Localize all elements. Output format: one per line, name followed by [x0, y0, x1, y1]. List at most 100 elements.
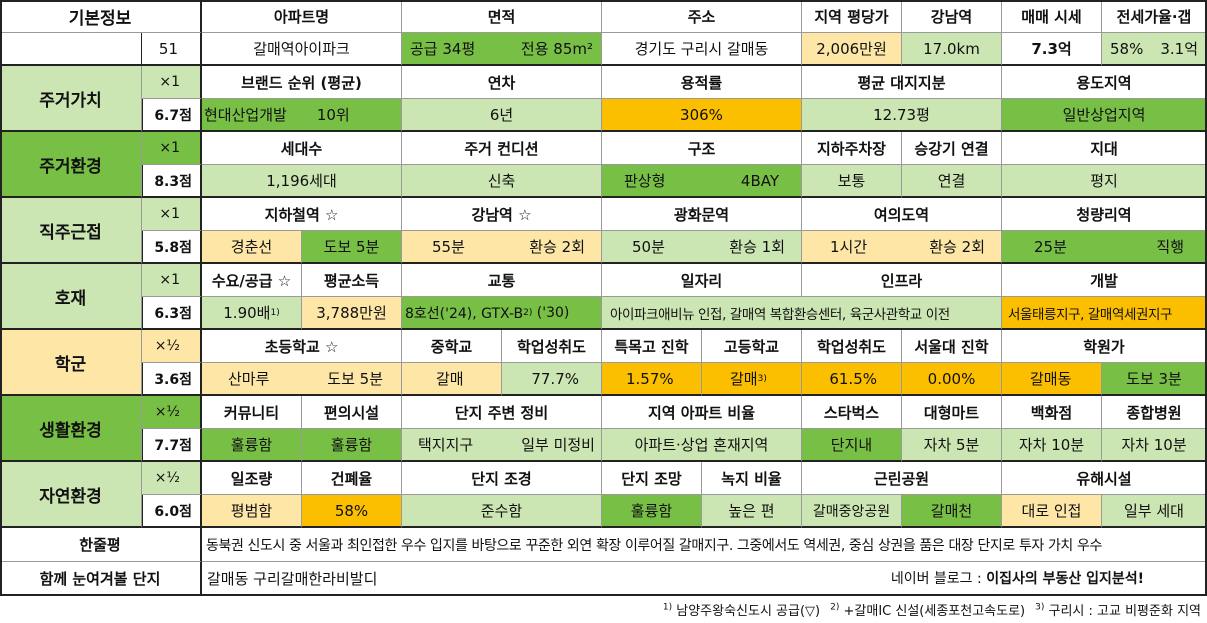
header-academy: 학원가 — [1002, 330, 1207, 363]
cheongnyangni-commute-value: 25분 직행 — [1002, 231, 1207, 264]
natural-env-weight: ×½ — [142, 462, 202, 495]
blog-prefix: 네이버 블로그 : — [890, 571, 987, 587]
header-coverage: 건폐율 — [302, 462, 402, 495]
footnote-1-text: 남양주왕숙신도시 공급(▽) — [676, 604, 821, 619]
age-value: 6년 — [402, 99, 602, 132]
school-weight: ×½ — [142, 330, 202, 363]
header-view: 단지 조망 — [602, 462, 702, 495]
cheongnyangni-time: 25분 — [1034, 238, 1067, 256]
hazard-1-value: 대로 인접 — [1002, 495, 1102, 528]
commute-score: 5.8점 — [142, 231, 202, 264]
header-community: 커뮤니티 — [202, 396, 302, 429]
footnote-mark-3: 3) — [757, 373, 767, 384]
commute-weight: ×1 — [142, 198, 202, 231]
area-exclusive: 전용 85m² — [520, 40, 593, 58]
brand-value: 현대산업개발 10위 — [202, 99, 402, 132]
dept-store-value: 자차 10분 — [1002, 429, 1102, 462]
traffic-tail: ('30) — [532, 304, 570, 321]
high-value: 갈매 3) — [702, 363, 802, 396]
related-label: 함께 눈여겨볼 단지 — [0, 562, 202, 596]
school-score: 3.6점 — [142, 363, 202, 396]
address-value: 경기도 구리시 갈매동 — [602, 33, 802, 66]
supply-ratio: 1.90배 — [223, 304, 271, 322]
header-green-ratio: 녹지 비율 — [702, 462, 802, 495]
high-achievement-value: 61.5% — [802, 363, 902, 396]
header-income: 평균소득 — [302, 264, 402, 297]
section-label-commute: 직주근접 — [0, 198, 142, 264]
header-far: 용적률 — [602, 66, 802, 99]
middle-value: 갈매 — [402, 363, 502, 396]
surround-1: 택지지구 — [418, 436, 474, 454]
middle-achievement-value: 77.7% — [502, 363, 602, 396]
header-infra: 인프라 — [802, 264, 1002, 297]
academy-walk-value: 도보 3분 — [1102, 363, 1207, 396]
header-zoning: 용도지역 — [1002, 66, 1207, 99]
special-high-value: 1.57% — [602, 363, 702, 396]
sale-price-value: 7.3억 — [1002, 33, 1102, 66]
header-hazard: 유해시설 — [1002, 462, 1207, 495]
header-condition: 주거 컨디션 — [402, 132, 602, 165]
cheongnyangni-transfer: 직행 — [1156, 238, 1184, 256]
dev-value: 서울태릉지구, 갈매역세권지구 — [1002, 297, 1207, 330]
elementary-walk: 도보 5분 — [327, 370, 383, 388]
header-middle-achievement: 학업성취도 — [502, 330, 602, 363]
zoning-value: 일반상업지역 — [1002, 99, 1207, 132]
condition-value: 신축 — [402, 165, 602, 198]
price-per-pyeong-value: 2,006만원 — [802, 33, 902, 66]
gwanghwamun-time: 50분 — [632, 238, 665, 256]
subway-walk-value: 도보 5분 — [302, 231, 402, 264]
header-brand: 브랜드 순위 (평균) — [202, 66, 402, 99]
green-ratio-value: 높은 편 — [702, 495, 802, 528]
header-hospital: 종합병원 — [1102, 396, 1207, 429]
elementary-name: 산마루 — [228, 370, 270, 388]
income-value: 3,788만원 — [302, 297, 402, 330]
surround-value: 택지지구 일부 미정비 — [402, 429, 602, 462]
header-parking: 지하주차장 — [802, 132, 902, 165]
header-gwanghwamun: 광화문역 — [602, 198, 802, 231]
far-value: 306% — [602, 99, 802, 132]
header-elementary: 초등학교 ☆ — [202, 330, 402, 363]
header-park: 근린공원 — [802, 462, 1002, 495]
header-supply: 수요/공급 ☆ — [202, 264, 302, 297]
brand-rank: 10위 — [316, 106, 350, 124]
header-terrain: 지대 — [1002, 132, 1207, 165]
gwanghwamun-transfer: 환승 1회 — [729, 238, 785, 256]
hazard-2-value: 일부 세대 — [1102, 495, 1207, 528]
header-jeonse: 전세가율·갭 — [1102, 0, 1207, 33]
footnote-2-text: +갈매IC 신설(세종포천고속도로) — [843, 604, 1026, 619]
summary-text: 동북권 신도시 중 서울과 최인접한 우수 입지를 바탕으로 꾸준한 외연 확장… — [202, 528, 1207, 562]
high-name: 갈매 — [730, 370, 758, 388]
apt-ratio-value: 아파트·상업 혼재지역 — [602, 429, 802, 462]
footnote-2: 2) +갈매IC 신설(세종포천고속도로) — [830, 600, 1025, 619]
header-surround: 단지 주변 정비 — [402, 396, 602, 429]
header-high-achievement: 학업성취도 — [802, 330, 902, 363]
surround-2: 일부 미정비 — [521, 436, 595, 454]
structure-bay: 4BAY — [740, 171, 779, 190]
footnote-3-mark: 3) — [1035, 602, 1045, 613]
header-gangnam: 강남역 — [902, 0, 1002, 33]
supply-value: 1.90배 1) — [202, 297, 302, 330]
apt-name-value: 갈매역아이파크 — [202, 33, 402, 66]
brand-name: 현대산업개발 — [204, 106, 287, 124]
living-env-weight: ×½ — [142, 396, 202, 429]
structure-value: 판상형 4BAY — [602, 165, 802, 198]
header-landscape: 단지 조경 — [402, 462, 602, 495]
landscape-value: 준수함 — [402, 495, 602, 528]
footnote-1-mark: 1) — [662, 602, 673, 613]
mart-value: 자차 5분 — [902, 429, 1002, 462]
snu-value: 0.00% — [902, 363, 1002, 396]
gangnam-commute-value: 55분 환승 2회 — [402, 231, 602, 264]
gangnam-distance-value: 17.0km — [902, 33, 1002, 66]
yeouido-commute-value: 1시간 환승 2회 — [802, 231, 1002, 264]
header-price-per-pyeong: 지역 평당가 — [802, 0, 902, 33]
park-1-value: 갈매중앙공원 — [802, 495, 902, 528]
header-dept-store: 백화점 — [1002, 396, 1102, 429]
hospital-value: 자차 10분 — [1102, 429, 1207, 462]
development-weight: ×1 — [142, 264, 202, 297]
housing-env-score: 8.3점 — [142, 165, 202, 198]
header-yeouido: 여의도역 — [802, 198, 1002, 231]
footnote-3: 3) 구리시 : 고교 비평준화 지역 — [1035, 600, 1201, 619]
footnote-3-text: 구리시 : 고교 비평준화 지역 — [1048, 604, 1201, 619]
section-label-development: 호재 — [0, 264, 142, 330]
section-label-basic: 기본정보 — [0, 0, 202, 33]
